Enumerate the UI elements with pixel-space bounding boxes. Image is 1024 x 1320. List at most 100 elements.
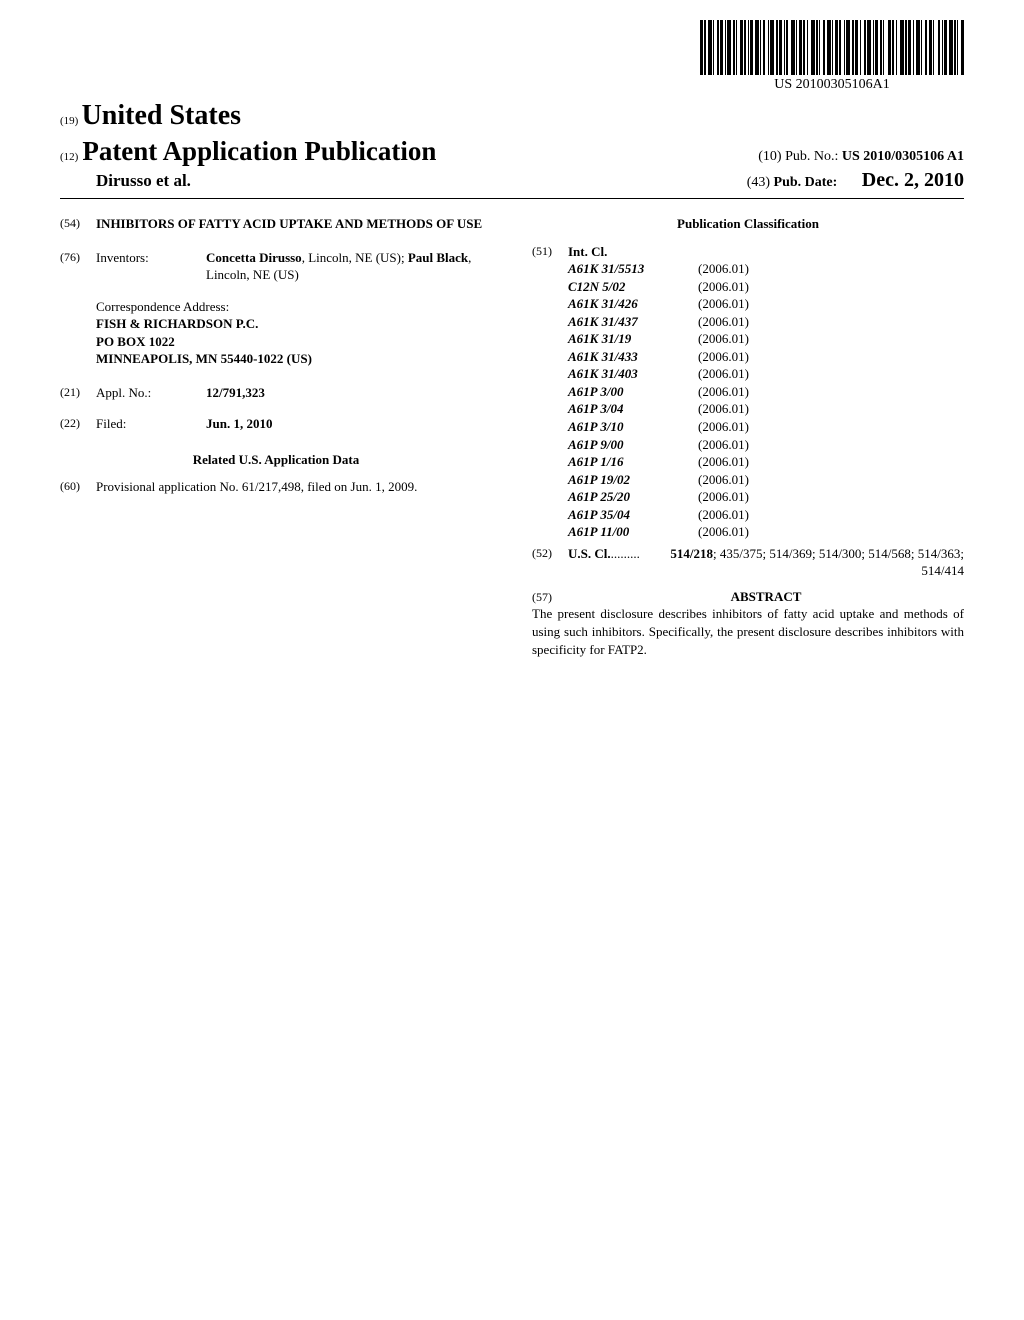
intcl-code: A61P 25/20 <box>568 488 698 506</box>
intcl-year: (2006.01) <box>698 383 749 401</box>
filed-row: (22) Filed: Jun. 1, 2010 <box>60 415 492 433</box>
barcode-block: US 20100305106A1 <box>700 20 964 93</box>
intcl-row: A61P 11/00(2006.01) <box>568 523 964 541</box>
pub-no: US 2010/0305106 A1 <box>842 149 964 164</box>
country-line: (19) United States <box>60 100 964 132</box>
intcl-row: C12N 5/02(2006.01) <box>568 278 964 296</box>
doc-header: (19) United States (12) Patent Applicati… <box>60 100 964 199</box>
uscl-values: 514/218; 435/375; 514/369; 514/300; 514/… <box>640 545 964 580</box>
intcl-code: A61P 3/04 <box>568 400 698 418</box>
intcl-code: A61K 31/403 <box>568 365 698 383</box>
intcl-code: A61P 3/10 <box>568 418 698 436</box>
intcl-code: A61P 11/00 <box>568 523 698 541</box>
intcl-row: A61P 3/10(2006.01) <box>568 418 964 436</box>
pub-date: Dec. 2, 2010 <box>862 169 964 191</box>
intcl-label: Int. Cl. <box>568 243 964 261</box>
body-columns: (54) INHIBITORS OF FATTY ACID UPTAKE AND… <box>60 215 964 658</box>
intcl-year: (2006.01) <box>698 436 749 454</box>
left-column: (54) INHIBITORS OF FATTY ACID UPTAKE AND… <box>60 215 492 658</box>
uscl-dots: ......... <box>611 545 640 580</box>
intcl-block: (51) Int. Cl. A61K 31/5513(2006.01)C12N … <box>532 243 964 541</box>
intcl-row: A61K 31/437(2006.01) <box>568 313 964 331</box>
inventors-label: Inventors: <box>96 249 206 284</box>
inid-60: (60) <box>60 478 96 496</box>
appl-no-row: (21) Appl. No.: 12/791,323 <box>60 384 492 402</box>
barcode-icon <box>700 20 964 75</box>
pub-line: (12) Patent Application Publication (10)… <box>60 136 964 167</box>
inventors-list: Concetta Dirusso, Lincoln, NE (US); Paul… <box>206 249 492 284</box>
inid-22: (22) <box>60 415 96 433</box>
intcl-list: A61K 31/5513(2006.01)C12N 5/02(2006.01)A… <box>568 260 964 541</box>
intcl-row: A61K 31/426(2006.01) <box>568 295 964 313</box>
pub-left: (12) Patent Application Publication <box>60 136 436 167</box>
abstract-body: The present disclosure describes inhibit… <box>532 605 964 658</box>
correspondence-block: Correspondence Address: FISH & RICHARDSO… <box>96 298 492 368</box>
intcl-row: A61K 31/433(2006.01) <box>568 348 964 366</box>
intcl-year: (2006.01) <box>698 295 749 313</box>
title-row: (54) INHIBITORS OF FATTY ACID UPTAKE AND… <box>60 215 492 233</box>
inid-52: (52) <box>532 545 568 580</box>
pub-no-label: Pub. No.: <box>785 149 838 164</box>
abstract-header-row: (57) ABSTRACT <box>532 588 964 606</box>
filed-date: Jun. 1, 2010 <box>206 415 492 433</box>
header-divider <box>60 198 964 199</box>
inventor-1-loc: , Lincoln, NE (US); <box>302 250 408 265</box>
intcl-year: (2006.01) <box>698 471 749 489</box>
intcl-year: (2006.01) <box>698 365 749 383</box>
intcl-code: A61K 31/433 <box>568 348 698 366</box>
authors: Dirusso et al. <box>60 171 191 191</box>
intcl-row: A61P 9/00(2006.01) <box>568 436 964 454</box>
provisional-text: Provisional application No. 61/217,498, … <box>96 478 417 496</box>
country: United States <box>82 100 241 131</box>
intcl-code: A61P 3/00 <box>568 383 698 401</box>
intcl-code: C12N 5/02 <box>568 278 698 296</box>
inid-21: (21) <box>60 384 96 402</box>
appl-no-label: Appl. No.: <box>96 384 206 402</box>
intcl-year: (2006.01) <box>698 330 749 348</box>
pub-class-header: Publication Classification <box>532 215 964 233</box>
uscl-bold: 514/218 <box>670 546 713 561</box>
intcl-year: (2006.01) <box>698 278 749 296</box>
pub-type: Patent Application Publication <box>82 136 436 166</box>
inventor-2-name: Paul Black <box>408 250 468 265</box>
intcl-row: A61K 31/19(2006.01) <box>568 330 964 348</box>
inid-19: (19) <box>60 115 78 127</box>
uscl-label: U.S. Cl. <box>568 545 611 580</box>
uscl-row: (52) U.S. Cl. ......... 514/218; 435/375… <box>532 545 964 580</box>
uscl-content: U.S. Cl. ......... 514/218; 435/375; 514… <box>568 545 964 580</box>
intcl-year: (2006.01) <box>698 506 749 524</box>
intcl-row: A61P 19/02(2006.01) <box>568 471 964 489</box>
intcl-code: A61K 31/426 <box>568 295 698 313</box>
intcl-year: (2006.01) <box>698 400 749 418</box>
inventor-1-name: Concetta Dirusso <box>206 250 302 265</box>
authors-line: Dirusso et al. (43) Pub. Date: Dec. 2, 2… <box>60 169 964 192</box>
pub-right: (10) Pub. No.: US 2010/0305106 A1 <box>758 149 964 165</box>
intcl-row: A61P 3/04(2006.01) <box>568 400 964 418</box>
doc-title: INHIBITORS OF FATTY ACID UPTAKE AND METH… <box>96 215 482 233</box>
abstract-header: ABSTRACT <box>568 588 964 606</box>
uscl-rest: ; 435/375; 514/369; 514/300; 514/568; 51… <box>713 546 964 579</box>
intcl-row: A61P 3/00(2006.01) <box>568 383 964 401</box>
pub-date-block: (43) Pub. Date: Dec. 2, 2010 <box>747 169 964 192</box>
inid-76: (76) <box>60 249 96 284</box>
intcl-code: A61K 31/5513 <box>568 260 698 278</box>
right-column: Publication Classification (51) Int. Cl.… <box>532 215 964 658</box>
intcl-code: A61P 35/04 <box>568 506 698 524</box>
intcl-year: (2006.01) <box>698 453 749 471</box>
intcl-year: (2006.01) <box>698 418 749 436</box>
corr-label: Correspondence Address: <box>96 298 492 316</box>
inid-10: (10) <box>758 149 781 164</box>
intcl-content: Int. Cl. A61K 31/5513(2006.01)C12N 5/02(… <box>568 243 964 541</box>
corr-line1: FISH & RICHARDSON P.C. <box>96 315 492 333</box>
intcl-code: A61K 31/437 <box>568 313 698 331</box>
intcl-row: A61K 31/403(2006.01) <box>568 365 964 383</box>
intcl-row: A61K 31/5513(2006.01) <box>568 260 964 278</box>
inid-57: (57) <box>532 589 568 605</box>
appl-no: 12/791,323 <box>206 384 492 402</box>
inid-12: (12) <box>60 151 78 163</box>
intcl-row: A61P 35/04(2006.01) <box>568 506 964 524</box>
intcl-year: (2006.01) <box>698 260 749 278</box>
intcl-row: A61P 1/16(2006.01) <box>568 453 964 471</box>
related-header: Related U.S. Application Data <box>60 451 492 469</box>
corr-line2: PO BOX 1022 <box>96 333 492 351</box>
